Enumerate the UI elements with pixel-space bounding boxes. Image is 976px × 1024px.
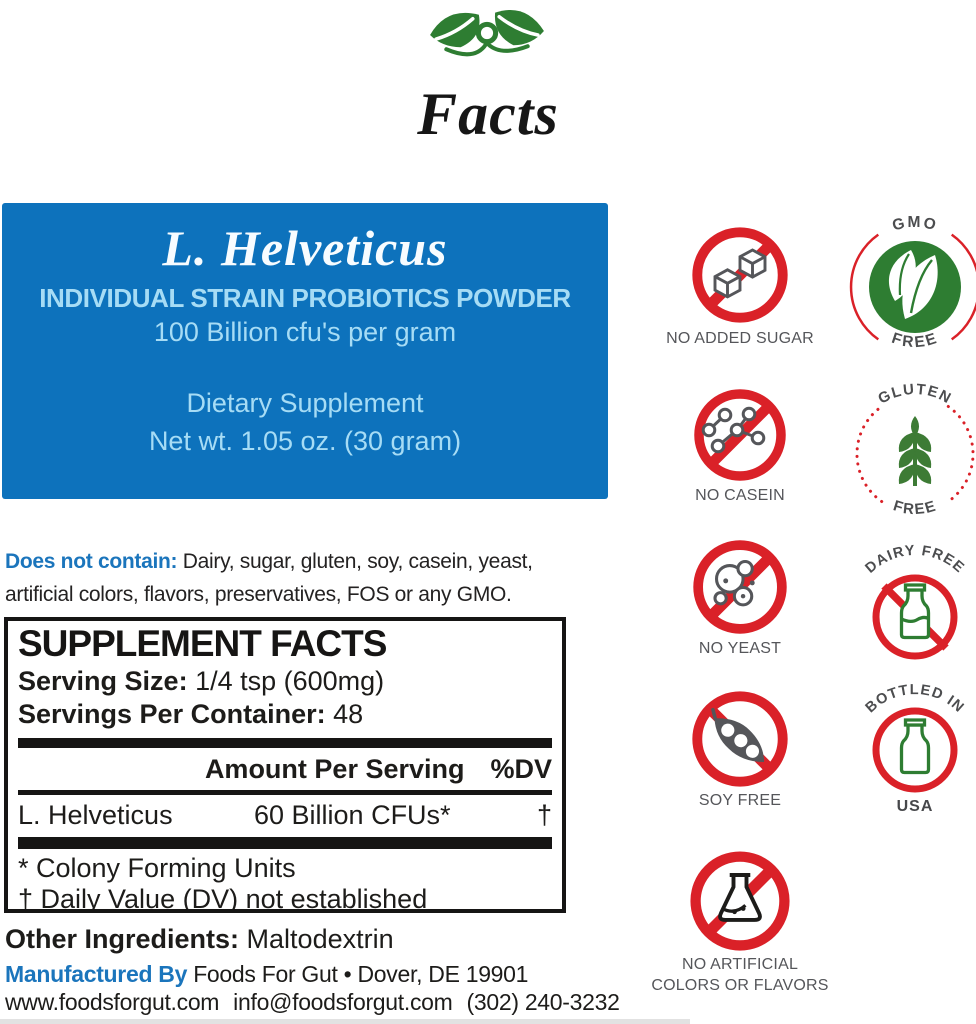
product-subtitle: INDIVIDUAL STRAIN PROBIOTICS POWDER	[39, 283, 571, 313]
serving-size-line: Serving Size: 1/4 tsp (600mg)	[18, 666, 385, 696]
divider-thin	[18, 790, 552, 795]
website: www.foodsforgut.com	[5, 989, 220, 1015]
bottle-icon	[899, 718, 931, 775]
phone: (302) 240-3232	[466, 989, 620, 1015]
svg-text:GLUTEN: GLUTEN	[875, 381, 954, 408]
divider-thick	[18, 738, 552, 748]
gluten-arc-top: GLUTEN	[875, 381, 953, 408]
brand-leaf-logo	[430, 9, 544, 57]
ingredient-amount: 60 Billion CFUs*	[254, 800, 451, 830]
gluten-free-icon: GLUTEN FREE	[855, 381, 975, 518]
other-ingredients-line: Other Ingredients: Maltodextrin	[5, 924, 394, 955]
ingredient-dv: †	[536, 800, 552, 830]
does-not-contain-line2: artificial colors, flavors, preservative…	[5, 583, 512, 606]
servings-per-container-line: Servings Per Container: 48	[18, 699, 364, 729]
soy-pod-icon	[711, 707, 765, 762]
badge-label-no-added-sugar: NO ADDED SUGAR	[666, 330, 814, 347]
no-added-sugar-icon	[692, 227, 788, 323]
footnote-dv: † Daily Value (DV) not established	[18, 884, 428, 913]
svg-text:DAIRY FREE: DAIRY FREE	[862, 543, 967, 577]
svg-text:GMO: GMO	[891, 214, 940, 234]
does-not-contain-line1: Does not contain: Dairy, sugar, gluten, …	[5, 550, 533, 573]
badge-label-no-artificial: NO ARTIFICIAL COLORS OR FLAVORS	[651, 956, 829, 994]
gmo-free-icon: GMO FREE	[849, 214, 976, 351]
logo-head-ring	[475, 21, 499, 45]
badge-label-no-yeast: NO YEAST	[698, 640, 782, 657]
supplement-facts-heading: SUPPLEMENT FACTS	[18, 623, 387, 664]
facts-header-row: Amount Per Serving %DV	[18, 753, 552, 785]
badge-label-soy-free: SOY FREE	[698, 792, 782, 809]
facts-title: Facts	[417, 81, 559, 147]
other-ingredients-label: Other Ingredients:	[5, 924, 240, 954]
badge-label-no-casein: NO CASEIN	[695, 487, 785, 504]
soy-free-icon	[692, 691, 788, 787]
supplement-type: Dietary Supplement	[186, 388, 424, 418]
gluten-arc-bottom: FREE	[891, 497, 937, 518]
manufacturer-line: Manufactured By Foods For Gut • Dover, D…	[5, 961, 528, 988]
flask-icon	[718, 873, 762, 922]
amount-per-serving-header: Amount Per Serving	[204, 754, 465, 784]
dairy-arc-top: DAIRY FREE	[862, 543, 966, 577]
no-yeast-icon	[693, 540, 787, 634]
net-weight: Net wt. 1.05 oz. (30 gram)	[148, 426, 462, 456]
footnote-cfu: * Colony Forming Units	[18, 853, 296, 883]
bottled-in-usa-icon: BOTTLED IN	[863, 682, 966, 793]
divider-thick	[18, 837, 552, 849]
ingredient-name: L. Helveticus	[18, 800, 173, 830]
supplement-facts-panel: SUPPLEMENT FACTS Serving Size: 1/4 tsp (…	[4, 617, 566, 913]
dv-header: %DV	[490, 754, 552, 784]
dairy-free-icon: DAIRY FREE	[862, 543, 967, 660]
no-artificial-icon	[690, 851, 790, 951]
product-title: L. Helveticus	[162, 220, 448, 276]
other-ingredients-value: Maltodextrin	[246, 924, 394, 954]
table-row: L. Helveticus 60 Billion CFUs* †	[18, 799, 552, 831]
product-card: L. Helveticus INDIVIDUAL STRAIN PROBIOTI…	[2, 203, 608, 499]
product-potency: 100 Billion cfu's per gram	[153, 317, 457, 347]
milk-bottle-icon	[899, 583, 931, 640]
contact-line: www.foodsforgut.com info@foodsforgut.com (…	[5, 989, 634, 1016]
no-casein-icon	[694, 389, 786, 481]
badge-label-usa: USA	[896, 798, 934, 815]
svg-text:FREE: FREE	[891, 497, 939, 518]
manufacturer-value: Foods For Gut • Dover, DE 19901	[193, 961, 529, 987]
wheat-icon	[898, 416, 932, 486]
email: info@foodsforgut.com	[233, 989, 453, 1015]
does-not-contain-label: Does not contain:	[5, 550, 178, 573]
manufactured-by-label: Manufactured By	[5, 961, 188, 987]
gmo-arc-top: GMO	[891, 214, 938, 234]
cropped-bottom-edge	[0, 1019, 690, 1024]
does-not-contain: Does not contain: Dairy, sugar, gluten, …	[5, 545, 565, 611]
